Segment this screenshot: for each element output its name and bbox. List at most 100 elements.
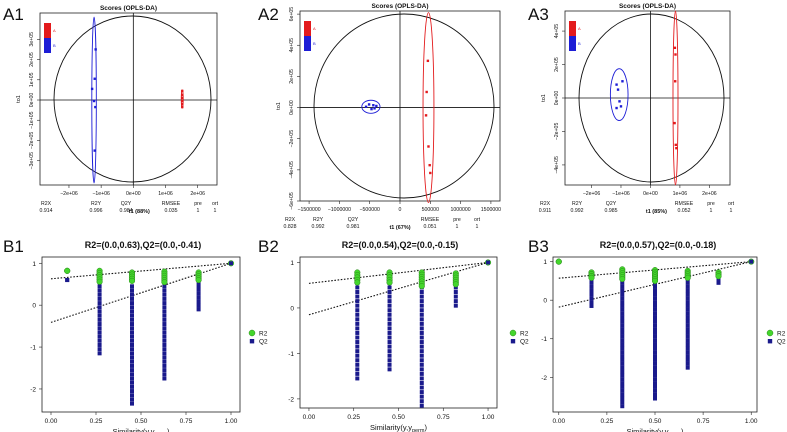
q2-point <box>130 351 134 356</box>
q2-point <box>620 396 625 401</box>
q2-point <box>453 303 458 308</box>
q2-point <box>620 357 625 362</box>
q2-point <box>620 404 625 409</box>
panel-label: B1 <box>3 237 24 256</box>
q2-point <box>355 290 360 295</box>
q2-point <box>162 342 167 347</box>
q2-point <box>130 313 134 318</box>
q2-point <box>653 334 657 339</box>
q2-point <box>620 319 625 324</box>
q2-point <box>685 303 690 308</box>
q2-point <box>620 381 625 386</box>
stat-header: R2X <box>540 201 551 207</box>
q2-point <box>653 346 657 351</box>
score-point <box>621 80 624 83</box>
q2-point <box>196 284 201 289</box>
q2-point <box>620 350 625 355</box>
x-tick-label: 0.00 <box>303 414 316 421</box>
y-tick-label: −6e+05 <box>289 192 295 210</box>
q2-point <box>130 359 134 364</box>
score-point <box>426 59 430 63</box>
stat-header: R2Y <box>572 201 583 207</box>
q2-point <box>419 399 424 404</box>
q2-point <box>419 290 424 295</box>
r2-point <box>619 275 626 283</box>
score-point <box>427 145 430 148</box>
q2-point <box>97 317 102 322</box>
q2-point <box>620 307 625 312</box>
score-point <box>92 99 96 103</box>
panel-label: B2 <box>258 237 279 256</box>
legend-swatch-a <box>304 21 311 36</box>
x-tick-label: 0.25 <box>601 418 614 425</box>
q2-point <box>620 377 625 382</box>
q2-point <box>653 396 657 401</box>
legend-label-b: B <box>578 41 581 46</box>
q2-point <box>355 344 360 349</box>
q2-point <box>355 321 360 326</box>
q2-point <box>453 285 458 290</box>
q2-point <box>685 292 690 297</box>
x-tick-label: 0e+00 <box>643 191 658 197</box>
q2-point <box>419 385 424 390</box>
q2-point <box>130 305 134 310</box>
q2-point <box>130 301 134 306</box>
x-tick-label: 2e+06 <box>702 191 717 197</box>
q2-point <box>620 369 625 374</box>
legend-r2-marker <box>509 329 517 337</box>
score-point <box>674 143 677 147</box>
score-point <box>181 105 184 109</box>
q2-point <box>685 338 690 343</box>
x-tick-label: 0.75 <box>437 414 450 421</box>
score-point <box>181 89 184 93</box>
q2-point <box>653 292 657 297</box>
r2-point <box>195 276 202 284</box>
score-point <box>619 105 623 108</box>
q2-point <box>130 347 134 352</box>
y-axis-label: to1 <box>276 102 282 110</box>
q2-point <box>355 376 360 381</box>
q2-final-point <box>486 260 491 265</box>
q2-point <box>387 290 392 295</box>
q2-point <box>355 326 360 331</box>
y-tick-label: 2e+05 <box>554 57 560 72</box>
legend-label-a: A <box>578 26 581 31</box>
q2-point <box>620 323 625 328</box>
q2-point <box>196 291 201 296</box>
q2-point <box>162 313 167 318</box>
q2-point <box>653 307 657 312</box>
q2-point <box>419 358 424 363</box>
y-tick-label: 0e+00 <box>29 93 35 108</box>
q2-point <box>130 368 134 373</box>
q2-point <box>419 317 424 322</box>
q2-point <box>620 284 625 289</box>
q2-point <box>419 330 424 335</box>
q2-point <box>387 321 392 326</box>
q2-point <box>685 346 690 351</box>
q2-point <box>130 397 134 402</box>
score-point <box>615 83 618 86</box>
stat-value: 1 <box>730 208 733 214</box>
y-tick-label: -2 <box>288 396 294 403</box>
score-point <box>93 77 96 80</box>
score-point <box>364 105 368 108</box>
q2-point <box>97 288 102 293</box>
q2-point <box>97 342 102 347</box>
q2-point <box>355 330 360 335</box>
q2-point <box>653 303 657 308</box>
hotelling-ellipse <box>53 15 212 183</box>
q2-point <box>65 278 70 283</box>
q2-point <box>419 353 424 358</box>
q2-point <box>355 335 360 340</box>
stat-header: pre <box>707 201 715 207</box>
y-tick-label: 0 <box>32 303 36 310</box>
y-tick-label: 1e+05 <box>29 72 35 87</box>
stat-value: 0.981 <box>347 224 360 230</box>
score-point <box>181 102 184 106</box>
q2-point <box>620 388 625 393</box>
panel-label: A2 <box>258 5 279 24</box>
score-point <box>429 171 432 175</box>
q2-point <box>685 311 690 316</box>
y-axis-label: to1 <box>16 95 22 103</box>
q2-point <box>162 296 167 301</box>
